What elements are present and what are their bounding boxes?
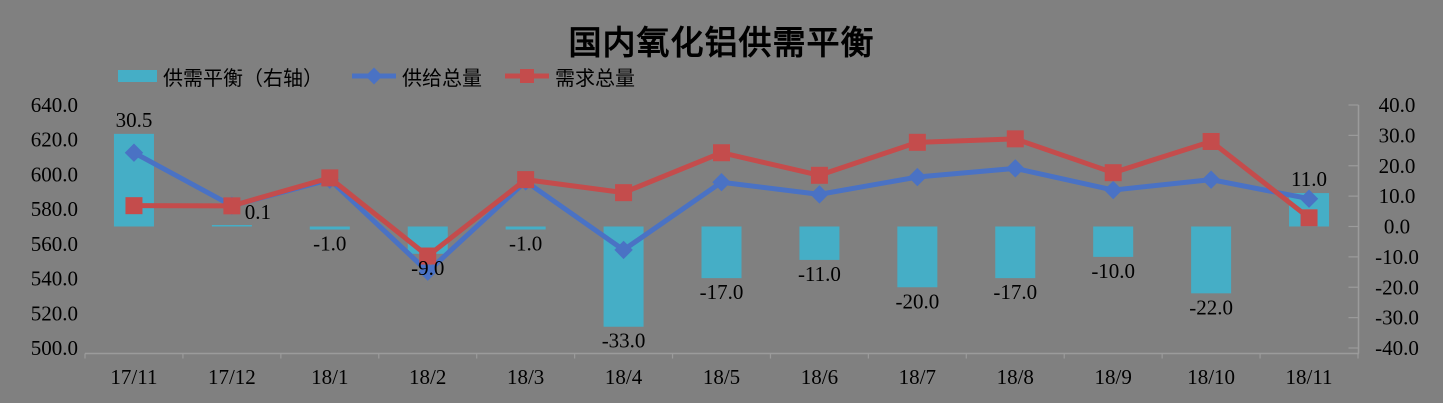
right-axis-tick-label: -40.0 [1375, 336, 1419, 360]
right-axis-tick-label: 0.0 [1384, 215, 1410, 239]
supply-diamond-marker [1006, 159, 1025, 178]
legend-label-balance: 供需平衡（右轴） [163, 67, 323, 90]
legend-label-demand: 需求总量 [555, 67, 635, 90]
chart-title: 国内氧化铝供需平衡 [568, 26, 875, 62]
legend-item-balance: 供需平衡（右轴） [118, 64, 323, 90]
x-axis-category-label: 18/7 [899, 365, 936, 389]
bar-value-label: 11.0 [1291, 167, 1327, 191]
left-axis-tick-label: 620.0 [31, 128, 78, 152]
demand-square-marker [1006, 130, 1024, 148]
supply-diamond-marker [418, 262, 437, 281]
balance-bar [1093, 226, 1134, 257]
balance-bar [1191, 226, 1232, 294]
bar-value-label: -20.0 [895, 289, 939, 313]
x-axis-category-label: 18/10 [1187, 365, 1235, 389]
demand-square-marker [713, 144, 730, 162]
bar-value-label: -11.0 [798, 262, 841, 286]
bar-value-label: 30.5 [116, 108, 153, 132]
left-axis-tick-label: 520.0 [31, 301, 78, 325]
demand-square-marker [223, 197, 241, 215]
demand-square-marker [908, 133, 926, 151]
bar-value-label: -1.0 [313, 232, 346, 256]
balance-bar [799, 226, 840, 260]
demand-square-marker [1104, 164, 1122, 182]
bar-value-label: -9.0 [411, 256, 444, 280]
left-axis-tick-label: 540.0 [31, 267, 78, 291]
demand-square-marker [517, 171, 535, 189]
demand-square-marker [810, 166, 828, 184]
balance-bar [995, 226, 1036, 279]
supply-diamond-marker [1201, 170, 1221, 189]
supply-diamond-marker [908, 167, 927, 187]
x-axis-category-label: 18/2 [409, 365, 446, 389]
x-axis-category-label: 18/4 [605, 365, 643, 389]
bar-value-label: 0.1 [245, 200, 271, 224]
legend-item-supply: 供给总量 [352, 64, 482, 90]
supply-diamond-marker [1103, 180, 1123, 200]
balance-bar [897, 226, 938, 288]
right-axis-tick-label: -20.0 [1375, 275, 1419, 299]
bar-value-label: -17.0 [993, 280, 1037, 304]
x-axis-category-label: 18/1 [311, 365, 348, 389]
left-axis-tick-label: 500.0 [31, 336, 78, 360]
right-axis-tick-label: -10.0 [1375, 245, 1419, 269]
right-axis-tick-label: 10.0 [1379, 184, 1416, 208]
bar-value-label: -1.0 [509, 232, 542, 256]
left-axis-tick-label: 640.0 [31, 93, 78, 117]
supply-diamond-marker [1299, 189, 1319, 208]
demand-square-marker [125, 197, 143, 215]
x-axis-category-label: 18/5 [703, 365, 740, 389]
right-axis-tick-label: 40.0 [1379, 93, 1416, 117]
demand-line-square-icon [505, 69, 549, 83]
x-axis-category-label: 17/11 [110, 365, 157, 389]
legend-label-supply: 供给总量 [402, 67, 482, 90]
x-axis-category-label: 18/9 [1095, 365, 1132, 389]
balance-bar [505, 226, 546, 230]
x-axis-category-label: 18/11 [1286, 365, 1333, 389]
x-axis-category-label: 18/8 [997, 365, 1034, 389]
bar-value-label: -10.0 [1091, 259, 1135, 283]
left-axis-tick-label: 560.0 [31, 232, 78, 256]
right-axis-tick-label: 20.0 [1379, 154, 1416, 178]
bar-value-label: -17.0 [700, 280, 744, 304]
supply-diamond-marker [712, 173, 731, 192]
balance-bar [701, 226, 742, 279]
right-axis-tick-label: -30.0 [1375, 306, 1419, 330]
bar-value-label: -22.0 [1189, 295, 1233, 319]
balance-bar [211, 225, 252, 227]
x-axis-category-label: 18/3 [507, 365, 544, 389]
x-axis-category-label: 17/12 [208, 365, 256, 389]
bar-value-label: -33.0 [602, 329, 646, 353]
supply-line-diamond-icon [352, 67, 396, 85]
supply-diamond-marker [810, 185, 829, 204]
demand-square-marker [1202, 132, 1220, 150]
demand-square-marker [419, 247, 437, 265]
balance-bar [309, 226, 350, 230]
left-axis-tick-label: 580.0 [31, 197, 78, 221]
demand-square-marker [1300, 209, 1318, 227]
left-axis-tick-label: 600.0 [31, 162, 78, 186]
balance-bar-swatch-icon [118, 70, 157, 82]
demand-square-marker [615, 184, 633, 202]
demand-square-marker [321, 169, 339, 187]
x-axis-category-label: 18/6 [801, 365, 838, 389]
supply-diamond-marker [614, 240, 633, 260]
legend-item-demand: 需求总量 [505, 64, 635, 90]
right-axis-tick-label: 30.0 [1379, 123, 1416, 147]
